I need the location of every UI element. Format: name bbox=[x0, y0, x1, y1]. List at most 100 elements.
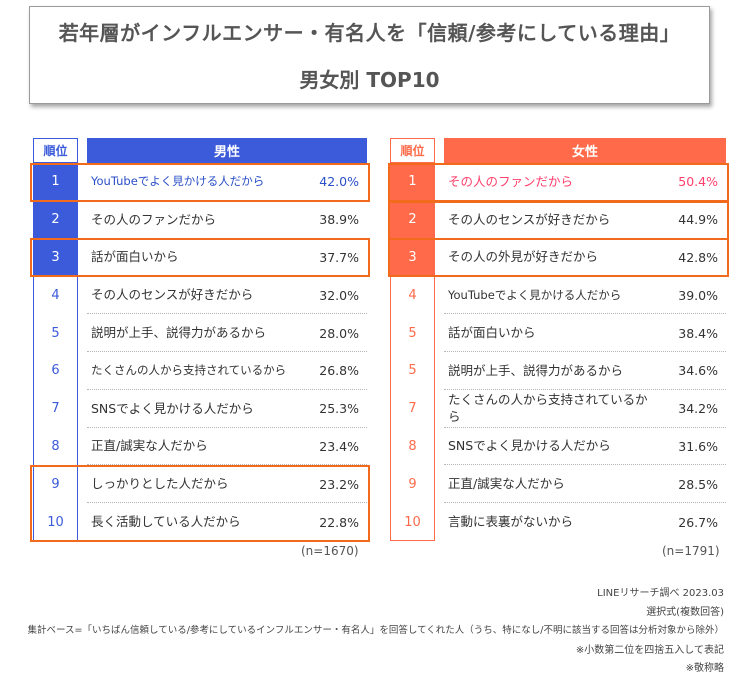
male-sample-size: (n=1670) bbox=[301, 544, 359, 558]
male-table-row: 1 YouTubeでよく見かける人だから 42.0% bbox=[33, 163, 367, 201]
female-table-row: 9 正直/誠実な人だから 28.5% bbox=[390, 465, 726, 504]
female-percent-value: 31.6% bbox=[678, 438, 718, 454]
male-reason-label: たくさんの人から支持されているから bbox=[91, 363, 287, 378]
female-rank-cell: 2 bbox=[391, 200, 434, 239]
footer-rounding: ※小数第二位を四捨五入して表記 bbox=[575, 645, 724, 656]
male-reason-label: しっかりとした人だから bbox=[91, 476, 229, 492]
female-rank-cell: 4 bbox=[408, 287, 417, 303]
row-divider bbox=[444, 313, 726, 315]
female-percent-value: 34.6% bbox=[678, 363, 718, 379]
female-reason-label: その人の外見が好きだから bbox=[448, 249, 599, 265]
row-divider bbox=[444, 502, 726, 504]
male-percent-value: 23.2% bbox=[319, 476, 359, 492]
male-rank-cell: 4 bbox=[51, 287, 60, 303]
male-rows: 1 YouTubeでよく見かける人だから 42.0% 2 その人のファンだから 38.9%… bbox=[33, 163, 367, 541]
male-reason-label: 説明が上手、説得力があるから bbox=[91, 324, 267, 340]
male-percent-value: 32.0% bbox=[319, 287, 359, 303]
title-box: 若年層がインフルエンサー・有名人を「信頼/参考にしている理由」 男女別 TOP1… bbox=[29, 6, 710, 104]
row-divider bbox=[87, 502, 367, 504]
female-percent-value: 28.5% bbox=[678, 476, 718, 492]
row-divider bbox=[444, 350, 726, 352]
male-rank-cell: 5 bbox=[51, 325, 60, 341]
female-reason-label: 説明が上手、説得力があるから bbox=[448, 362, 624, 378]
male-reason-label: 正直/誠実な人だから bbox=[91, 438, 208, 454]
female-table-row: 2 その人のセンスが好きだから 44.9% bbox=[390, 200, 726, 239]
male-reason-label: SNSでよく見かける人だから bbox=[91, 400, 254, 416]
male-percent-value: 22.8% bbox=[319, 514, 359, 530]
female-table-row: 4 YouTubeでよく見かける人だから 39.0% bbox=[390, 276, 726, 315]
male-table-row: 4 その人のセンスが好きだから 32.0% bbox=[33, 276, 367, 315]
female-reason-label: 話が面白いから bbox=[448, 324, 536, 340]
male-reason-label: 話が面白いから bbox=[91, 249, 179, 265]
footer-source: LINEリサーチ調べ 2023.03 bbox=[597, 588, 724, 599]
female-percent-value: 44.9% bbox=[678, 212, 718, 228]
female-table-row: 5 話が面白いから 38.4% bbox=[390, 314, 726, 352]
female-reason-label: YouTubeでよく見かける人だから bbox=[448, 287, 622, 302]
row-divider bbox=[444, 464, 726, 466]
male-rank-cell: 2 bbox=[34, 200, 77, 239]
male-table: 順位 男性 1 YouTubeでよく見かける人だから 42.0% 2 その人のファンだか… bbox=[33, 138, 367, 541]
female-reason-label: その人のセンスが好きだから bbox=[448, 211, 611, 227]
female-rank-cell: 10 bbox=[404, 514, 421, 530]
female-rank-cell: 3 bbox=[391, 238, 434, 277]
female-table-header: 順位 女性 bbox=[390, 138, 726, 163]
male-group-header: 男性 bbox=[87, 138, 367, 163]
male-percent-value: 38.9% bbox=[319, 212, 359, 228]
female-rank-cell: 9 bbox=[408, 476, 417, 492]
male-table-row: 2 その人のファンだから 38.9% bbox=[33, 200, 367, 239]
female-sample-size: (n=1791) bbox=[662, 544, 720, 558]
male-table-row: 6 たくさんの人から支持されているから 26.8% bbox=[33, 352, 367, 390]
female-group-header: 女性 bbox=[444, 138, 726, 163]
footer-honorific: ※敬称略 bbox=[685, 663, 724, 674]
female-table-row: 3 その人の外見が好きだから 42.8% bbox=[390, 238, 726, 277]
female-rank-cell: 5 bbox=[408, 363, 417, 379]
female-table-row: 8 SNSでよく見かける人だから 31.6% bbox=[390, 428, 726, 466]
chart-subtitle: 男女別 TOP10 bbox=[299, 68, 440, 92]
female-rank-cell: 8 bbox=[408, 438, 417, 454]
row-divider bbox=[87, 388, 367, 390]
female-percent-value: 50.4% bbox=[678, 174, 718, 190]
female-percent-value: 42.8% bbox=[678, 249, 718, 265]
female-rank-cell: 1 bbox=[391, 163, 434, 201]
female-percent-value: 39.0% bbox=[678, 287, 718, 303]
male-table-row: 7 SNSでよく見かける人だから 25.3% bbox=[33, 390, 367, 428]
female-rank-column bbox=[390, 163, 435, 541]
female-table-row: 10 言動に表裏がないから 26.7% bbox=[390, 503, 726, 541]
female-rank-header: 順位 bbox=[390, 138, 435, 163]
female-table-row: 1 その人のファンだから 50.4% bbox=[390, 163, 726, 201]
male-rank-header: 順位 bbox=[33, 138, 78, 163]
male-rank-cell: 7 bbox=[51, 401, 60, 417]
female-rank-cell: 5 bbox=[408, 325, 417, 341]
row-divider bbox=[444, 426, 726, 428]
male-table-header: 順位 男性 bbox=[33, 138, 367, 163]
male-percent-value: 42.0% bbox=[319, 174, 359, 190]
male-reason-label: YouTubeでよく見かける人だから bbox=[91, 174, 265, 189]
female-rows: 1 その人のファンだから 50.4% 2 その人のセンスが好きだから 44.9% 3 その人の… bbox=[390, 163, 726, 541]
footer-base: 集計ベース=「いちばん信頼している/参考にしているインフルエンサー・有名人」を回… bbox=[27, 625, 724, 636]
female-percent-value: 38.4% bbox=[678, 325, 718, 341]
female-table-row: 7 たくさんの人から支持されているから 34.2% bbox=[390, 390, 726, 428]
male-percent-value: 26.8% bbox=[319, 363, 359, 379]
female-reason-label: たくさんの人から支持されているから bbox=[448, 392, 648, 424]
male-rank-cell: 8 bbox=[51, 438, 60, 454]
male-percent-value: 37.7% bbox=[319, 249, 359, 265]
female-reason-label: 正直/誠実な人だから bbox=[448, 476, 565, 492]
row-divider bbox=[87, 426, 367, 428]
male-table-row: 8 正直/誠実な人だから 23.4% bbox=[33, 428, 367, 466]
male-table-row: 10 長く活動している人だから 22.8% bbox=[33, 503, 367, 541]
footer-method: 選択式(複数回答) bbox=[646, 607, 724, 618]
female-table-row: 5 説明が上手、説得力があるから 34.6% bbox=[390, 352, 726, 390]
female-reason-label: SNSでよく見かける人だから bbox=[448, 438, 611, 454]
chart-title: 若年層がインフルエンサー・有名人を「信頼/参考にしている理由」 bbox=[58, 21, 681, 45]
male-reason-label: 長く活動している人だから bbox=[91, 513, 241, 529]
male-table-row: 9 しっかりとした人だから 23.2% bbox=[33, 465, 367, 504]
male-reason-label: その人のファンだから bbox=[91, 211, 217, 227]
male-table-row: 3 話が面白いから 37.7% bbox=[33, 238, 367, 277]
female-reason-label: 言動に表裏がないから bbox=[448, 513, 574, 529]
row-divider bbox=[87, 464, 367, 466]
female-rank-cell: 7 bbox=[408, 401, 417, 417]
female-percent-value: 34.2% bbox=[678, 401, 718, 417]
male-rank-cell: 9 bbox=[51, 476, 60, 492]
row-divider bbox=[444, 388, 726, 390]
male-reason-label: その人のセンスが好きだから bbox=[91, 287, 254, 303]
